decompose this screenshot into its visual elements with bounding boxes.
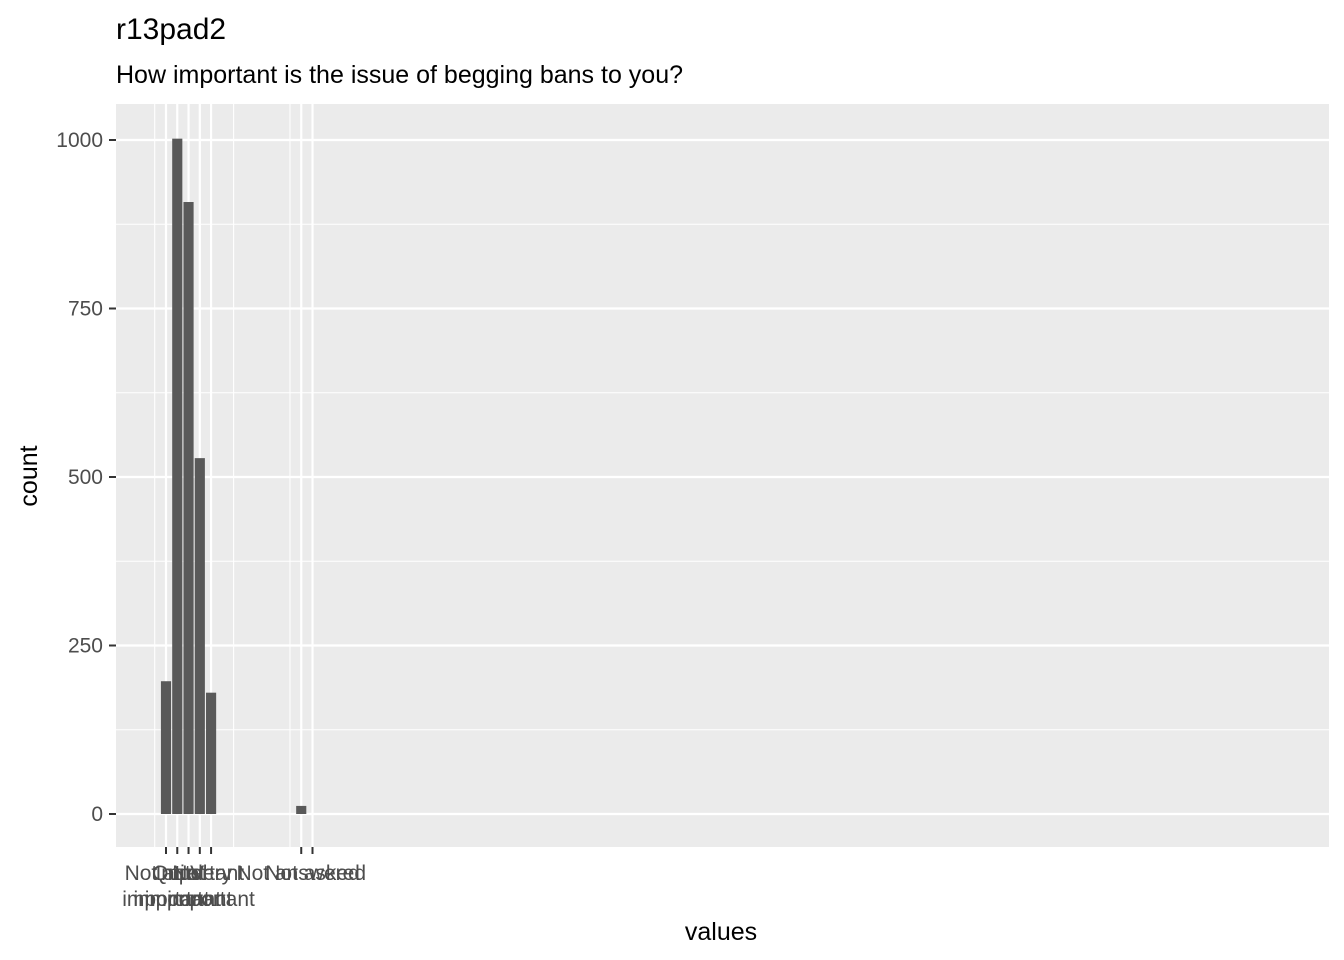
x-axis-title: values xyxy=(685,918,757,946)
bar xyxy=(206,692,217,814)
y-axis-title: count xyxy=(15,445,43,506)
x-tick-label: Important xyxy=(155,862,244,885)
x-tick-label: Not answered xyxy=(236,862,366,885)
x-tick-label: Not asked xyxy=(265,862,360,885)
y-tick-label: 1000 xyxy=(56,129,103,152)
bars xyxy=(160,138,307,815)
x-tick-label: Not important xyxy=(145,862,233,911)
plot-panel xyxy=(116,104,1329,847)
y-tick-label: 500 xyxy=(68,466,103,489)
bar xyxy=(194,458,205,814)
bar xyxy=(296,805,307,814)
chart-title: r13pad2 xyxy=(116,13,227,46)
chart-subtitle: How important is the issue of begging ba… xyxy=(116,61,684,89)
x-tick-label: Not at all important xyxy=(122,862,210,911)
y-axis: 0 250 500 750 1000 xyxy=(56,129,116,826)
y-tick-label: 250 xyxy=(68,635,103,658)
bar xyxy=(172,138,183,815)
y-tick-label: 0 xyxy=(91,803,103,826)
bar xyxy=(183,202,194,814)
bar xyxy=(160,681,172,814)
y-tick-label: 750 xyxy=(68,298,103,321)
x-tick-label: Very important xyxy=(167,862,255,911)
x-tick-label: Quite important xyxy=(133,862,221,911)
